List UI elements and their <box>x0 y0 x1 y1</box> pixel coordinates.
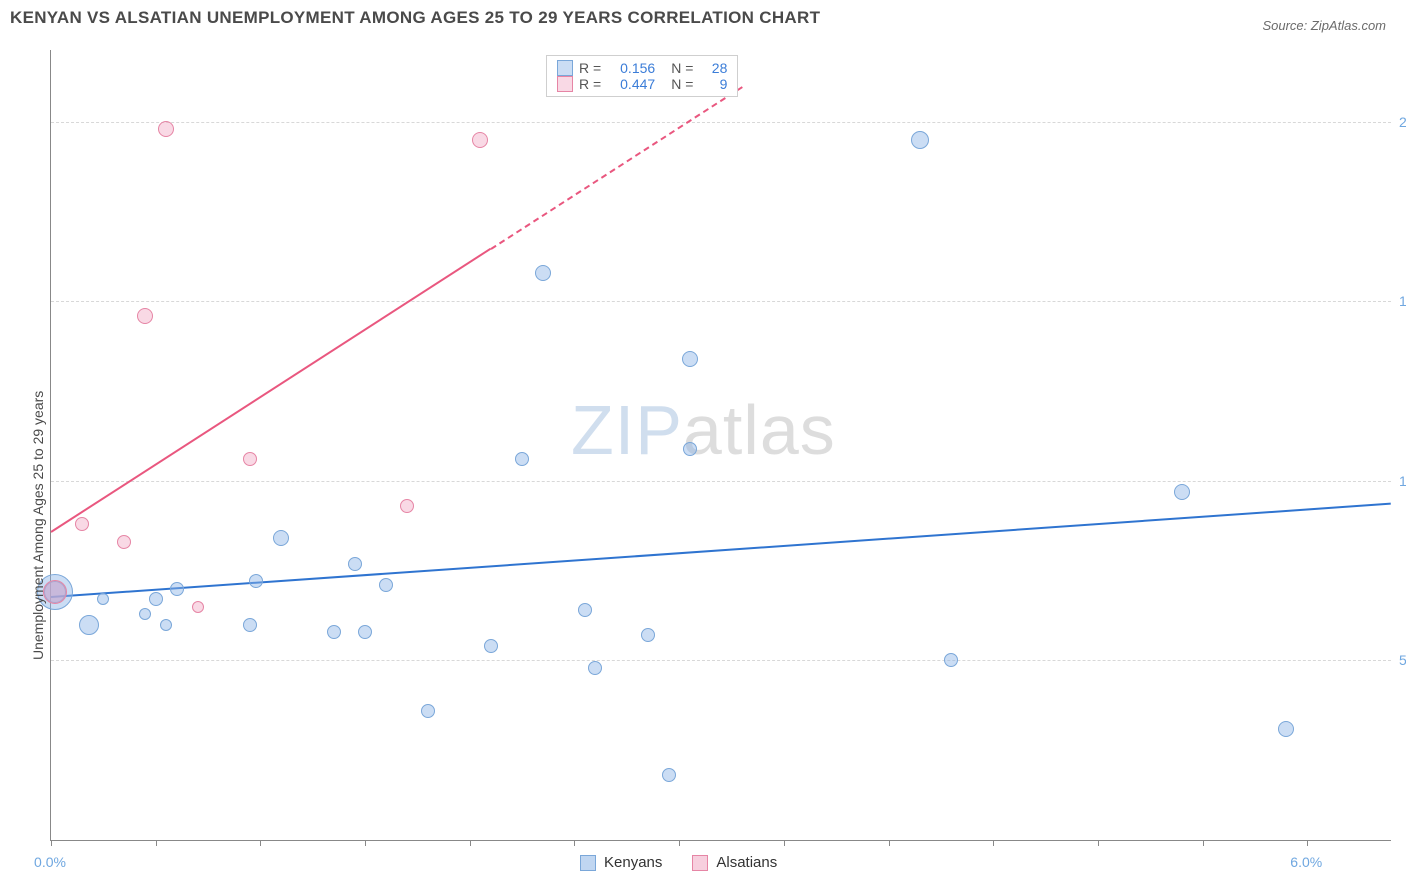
y-axis-title: Unemployment Among Ages 25 to 29 years <box>30 391 46 660</box>
source-label: Source: ZipAtlas.com <box>1262 18 1386 33</box>
data-point <box>421 704 435 718</box>
legend-r-label: R = <box>579 76 601 92</box>
data-point <box>515 452 529 466</box>
gridline <box>51 122 1391 123</box>
x-tick <box>1098 840 1099 846</box>
data-point <box>911 131 929 149</box>
x-tick <box>889 840 890 846</box>
legend-r-value: 0.447 <box>607 76 655 92</box>
data-point <box>662 768 676 782</box>
legend-swatch <box>692 855 708 871</box>
y-tick-label: 20.0% <box>1399 114 1406 130</box>
legend-n-label: N = <box>671 60 693 76</box>
data-point <box>43 580 67 604</box>
data-point <box>578 603 592 617</box>
legend-label: Alsatians <box>716 854 777 871</box>
x-tick <box>679 840 680 846</box>
data-point <box>137 308 153 324</box>
legend-n-value: 9 <box>699 76 727 92</box>
gridline <box>51 481 1391 482</box>
legend-item: Alsatians <box>692 854 777 871</box>
data-point <box>327 625 341 639</box>
data-point <box>682 351 698 367</box>
legend-stats: R = 0.156 N = 28 R = 0.447 N = 9 <box>546 55 738 97</box>
x-tick <box>574 840 575 846</box>
x-tick <box>51 840 52 846</box>
legend-swatch <box>580 855 596 871</box>
data-point <box>249 574 263 588</box>
data-point <box>79 615 99 635</box>
data-point <box>117 535 131 549</box>
data-point <box>588 661 602 675</box>
trend-line <box>50 248 491 533</box>
title-bar: KENYAN VS ALSATIAN UNEMPLOYMENT AMONG AG… <box>10 8 1396 38</box>
data-point <box>472 132 488 148</box>
data-point <box>944 653 958 667</box>
x-tick <box>365 840 366 846</box>
y-tick-label: 15.0% <box>1399 293 1406 309</box>
data-point <box>1174 484 1190 500</box>
x-tick-label: 6.0% <box>1290 854 1322 870</box>
data-point <box>160 619 172 631</box>
data-point <box>149 592 163 606</box>
legend-swatch <box>557 76 573 92</box>
x-tick <box>260 840 261 846</box>
legend-stat-row: R = 0.447 N = 9 <box>557 76 727 92</box>
x-tick <box>1307 840 1308 846</box>
data-point <box>158 121 174 137</box>
watermark-atlas: atlas <box>683 391 836 469</box>
x-tick-label: 0.0% <box>34 854 66 870</box>
x-tick <box>156 840 157 846</box>
data-point <box>75 517 89 531</box>
data-point <box>273 530 289 546</box>
data-point <box>139 608 151 620</box>
chart-title: KENYAN VS ALSATIAN UNEMPLOYMENT AMONG AG… <box>10 8 820 27</box>
legend-r-label: R = <box>579 60 601 76</box>
y-tick-label: 10.0% <box>1399 473 1406 489</box>
y-tick-label: 5.0% <box>1399 652 1406 668</box>
trend-line <box>490 86 742 250</box>
data-point <box>358 625 372 639</box>
x-tick <box>784 840 785 846</box>
x-tick <box>470 840 471 846</box>
legend-series: Kenyans Alsatians <box>580 854 777 871</box>
legend-item: Kenyans <box>580 854 662 871</box>
legend-stat-row: R = 0.156 N = 28 <box>557 60 727 76</box>
gridline <box>51 660 1391 661</box>
data-point <box>400 499 414 513</box>
legend-n-value: 28 <box>699 60 727 76</box>
data-point <box>683 442 697 456</box>
data-point <box>379 578 393 592</box>
watermark: ZIPatlas <box>571 390 836 470</box>
x-tick <box>993 840 994 846</box>
legend-label: Kenyans <box>604 854 662 871</box>
data-point <box>348 557 362 571</box>
data-point <box>192 601 204 613</box>
legend-n-label: N = <box>671 76 693 92</box>
legend-swatch <box>557 60 573 76</box>
data-point <box>484 639 498 653</box>
watermark-zip: ZIP <box>571 391 683 469</box>
plot-area: ZIPatlas 5.0%10.0%15.0%20.0% <box>50 50 1391 841</box>
data-point <box>243 618 257 632</box>
data-point <box>170 582 184 596</box>
data-point <box>535 265 551 281</box>
data-point <box>97 593 109 605</box>
legend-r-value: 0.156 <box>607 60 655 76</box>
data-point <box>243 452 257 466</box>
data-point <box>1278 721 1294 737</box>
gridline <box>51 301 1391 302</box>
data-point <box>641 628 655 642</box>
x-tick <box>1203 840 1204 846</box>
